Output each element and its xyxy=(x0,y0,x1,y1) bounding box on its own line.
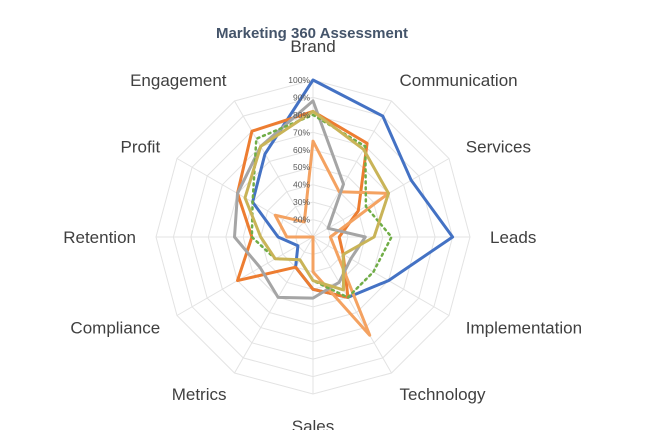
series-layer xyxy=(233,78,455,337)
category-label-metrics: Metrics xyxy=(172,385,227,404)
grid-spoke xyxy=(312,100,392,238)
series-line-3 xyxy=(273,139,390,337)
tick-labels: 20% 30% 40% 50% 60% 70% 80% 90% 100% xyxy=(288,75,310,225)
series-line-4 xyxy=(233,99,367,300)
category-label-brand: Brand xyxy=(290,37,335,56)
tick-label: 100% xyxy=(288,75,310,85)
tick-label: 90% xyxy=(293,92,310,102)
grid-spoke xyxy=(176,236,314,316)
series-line-6 xyxy=(243,109,390,292)
category-label-retention: Retention xyxy=(63,228,136,247)
category-labels: Brand Communication Services Leads Implement… xyxy=(63,37,582,430)
category-label-communication: Communication xyxy=(400,71,518,90)
chart-title: Marketing 360 Assessment xyxy=(216,25,408,42)
tick-label: 40% xyxy=(293,180,310,190)
tick-label: 70% xyxy=(293,127,310,137)
tick-label: 60% xyxy=(293,145,310,155)
tick-label: 50% xyxy=(293,162,310,172)
grid-spoke xyxy=(312,236,450,316)
category-label-engagement: Engagement xyxy=(130,71,227,90)
grid-spoke xyxy=(234,100,314,238)
tick-label: 20% xyxy=(293,215,310,225)
category-label-services: Services xyxy=(466,138,531,157)
tick-label: 80% xyxy=(293,110,310,120)
category-label-profit: Profit xyxy=(121,138,161,157)
grid-spoke xyxy=(312,236,392,374)
category-label-technology: Technology xyxy=(400,385,487,404)
tick-label: 30% xyxy=(293,197,310,207)
category-label-leads: Leads xyxy=(490,228,536,247)
category-label-implementation: Implementation xyxy=(466,319,582,338)
category-label-compliance: Compliance xyxy=(70,319,160,338)
category-label-sales: Sales xyxy=(292,417,335,430)
